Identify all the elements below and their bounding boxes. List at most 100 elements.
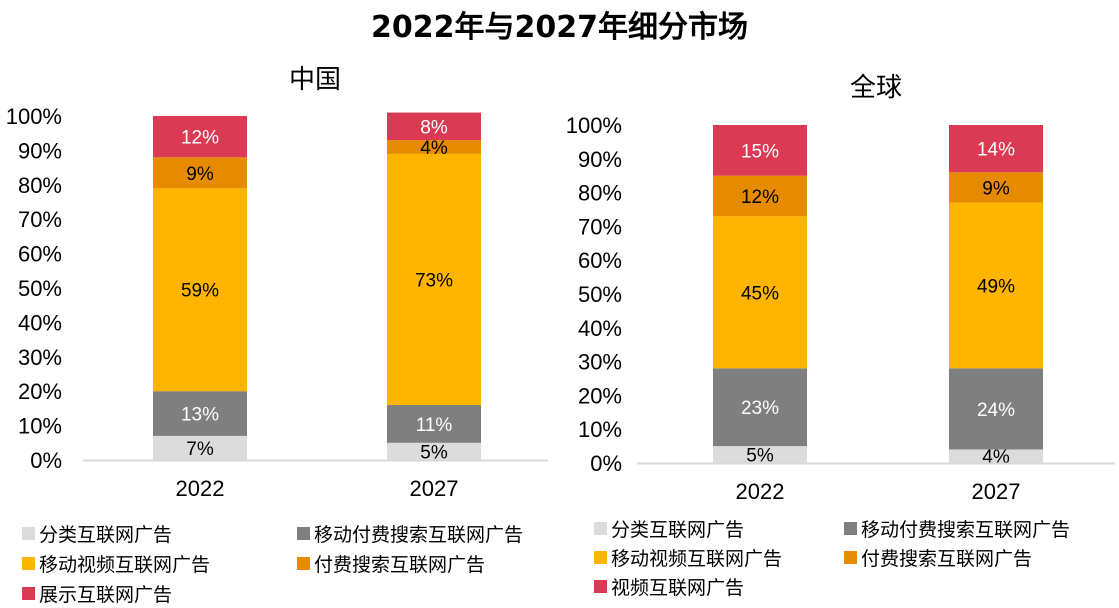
legend-item: 付费搜索互联网广告 <box>297 550 485 577</box>
y-tick-label: 90% <box>18 138 62 163</box>
y-tick-label: 0% <box>30 448 62 473</box>
bar-segment <box>387 404 481 443</box>
y-tick-label: 70% <box>18 207 62 232</box>
y-tick-label: 30% <box>578 350 622 375</box>
y-tick-label: 60% <box>578 248 622 273</box>
legend-label: 付费搜索互联网广告 <box>314 554 486 576</box>
chart-title: 中国 <box>289 65 341 95</box>
data-label: 7% <box>186 439 214 460</box>
y-tick-label: 10% <box>578 417 622 442</box>
legend-swatch <box>844 522 857 535</box>
y-tick-label: 10% <box>18 414 62 439</box>
data-label: 8% <box>420 117 448 138</box>
bar-segment <box>713 125 807 176</box>
data-label: 14% <box>977 140 1015 161</box>
data-label: 11% <box>416 415 453 436</box>
bar-segment <box>713 368 807 447</box>
bar-segment <box>713 216 807 369</box>
bar-segment <box>949 368 1043 450</box>
bar-segment <box>949 202 1043 369</box>
bar-segment <box>949 172 1043 203</box>
data-label: 5% <box>746 446 774 467</box>
y-tick-label: 100% <box>6 104 62 129</box>
legend-swatch <box>594 551 607 564</box>
legend-item: 移动视频互联网广告 <box>22 550 210 577</box>
data-label: 12% <box>741 187 779 208</box>
y-tick-label: 40% <box>578 316 622 341</box>
data-label: 4% <box>420 138 448 159</box>
bar-segment <box>387 112 481 141</box>
data-label: 9% <box>186 164 214 185</box>
y-tick-label: 60% <box>18 242 62 267</box>
bar-segment <box>713 446 807 463</box>
bar-segment <box>153 435 247 460</box>
legend-swatch <box>22 587 35 600</box>
y-tick-label: 80% <box>578 181 622 206</box>
bar-segment <box>713 175 807 217</box>
chart-global: 全球 0% 10% 20% 30% 40% 50% 60% 70% 80% 90% 100% 5% 23%… <box>566 73 1115 504</box>
bar-segment <box>387 153 481 405</box>
legend-label: 视频互联网广告 <box>611 577 745 599</box>
x-tick-label: 2022 <box>176 476 225 501</box>
legend-swatch <box>297 527 310 540</box>
bar-segment <box>153 157 247 189</box>
legend-swatch <box>297 557 310 570</box>
legend-item: 移动付费搜索互联网广告 <box>297 520 523 547</box>
y-tick-label: 20% <box>18 379 62 404</box>
legend-label: 展示互联网广告 <box>39 584 173 606</box>
data-label: 13% <box>181 405 219 426</box>
y-tick-label: 70% <box>578 214 622 239</box>
legend-label: 移动视频互联网广告 <box>611 548 783 570</box>
legend-item: 分类互联网广告 <box>594 515 744 542</box>
data-label: 45% <box>741 283 779 304</box>
x-tick-label: 2027 <box>972 479 1021 504</box>
data-label: 59% <box>181 281 219 302</box>
legend-label: 分类互联网广告 <box>39 524 173 546</box>
y-tick-label: 50% <box>578 282 622 307</box>
y-tick-label: 20% <box>578 383 622 408</box>
bar-segment <box>949 125 1043 173</box>
legend-item: 视频互联网广告 <box>594 573 744 600</box>
y-tick-label: 100% <box>566 113 622 138</box>
chart-title: 全球 <box>850 73 902 103</box>
main-title: 2022年与2027年细分市场 <box>371 10 748 45</box>
data-label: 5% <box>420 442 448 463</box>
legend-label: 移动视频互联网广告 <box>39 554 211 576</box>
data-label: 4% <box>982 447 1010 468</box>
x-tick-label: 2022 <box>736 479 785 504</box>
legend-label: 付费搜索互联网广告 <box>861 548 1033 570</box>
data-label: 24% <box>977 400 1015 421</box>
legend-swatch <box>844 551 857 564</box>
bar-segment <box>153 188 247 392</box>
data-label: 15% <box>741 141 779 162</box>
data-label: 73% <box>415 270 453 291</box>
y-tick-label: 50% <box>18 276 62 301</box>
y-tick-label: 90% <box>578 147 622 172</box>
bar-segment <box>387 442 481 460</box>
legend-label: 移动付费搜索互联网广告 <box>314 524 524 546</box>
bar-segment <box>387 140 481 154</box>
legend-label: 分类互联网广告 <box>611 519 745 541</box>
legend-swatch <box>22 527 35 540</box>
y-tick-label: 40% <box>18 310 62 335</box>
y-tick-label: 0% <box>590 451 622 476</box>
legend-item: 移动付费搜索互联网广告 <box>844 515 1070 542</box>
x-tick-label: 2027 <box>410 476 459 501</box>
y-tick-label: 30% <box>18 345 62 370</box>
legend-item: 分类互联网广告 <box>22 520 172 547</box>
legend-item: 付费搜索互联网广告 <box>844 544 1032 571</box>
bar-segment <box>949 449 1043 463</box>
legend-item: 移动视频互联网广告 <box>594 544 782 571</box>
y-tick-label: 80% <box>18 173 62 198</box>
bar-segment <box>153 116 247 158</box>
legend-swatch <box>22 557 35 570</box>
legend-swatch <box>594 522 607 535</box>
data-label: 23% <box>741 398 779 419</box>
legend-label: 移动付费搜索互联网广告 <box>861 519 1071 541</box>
data-label: 12% <box>181 128 219 149</box>
data-label: 49% <box>977 277 1015 298</box>
chart-china: 中国 0% 10% 20% 30% 40% 50% 60% 70% 80% 90% 100% 7% 13%… <box>6 65 548 501</box>
bar-segment <box>153 391 247 436</box>
legend-swatch <box>594 580 607 593</box>
